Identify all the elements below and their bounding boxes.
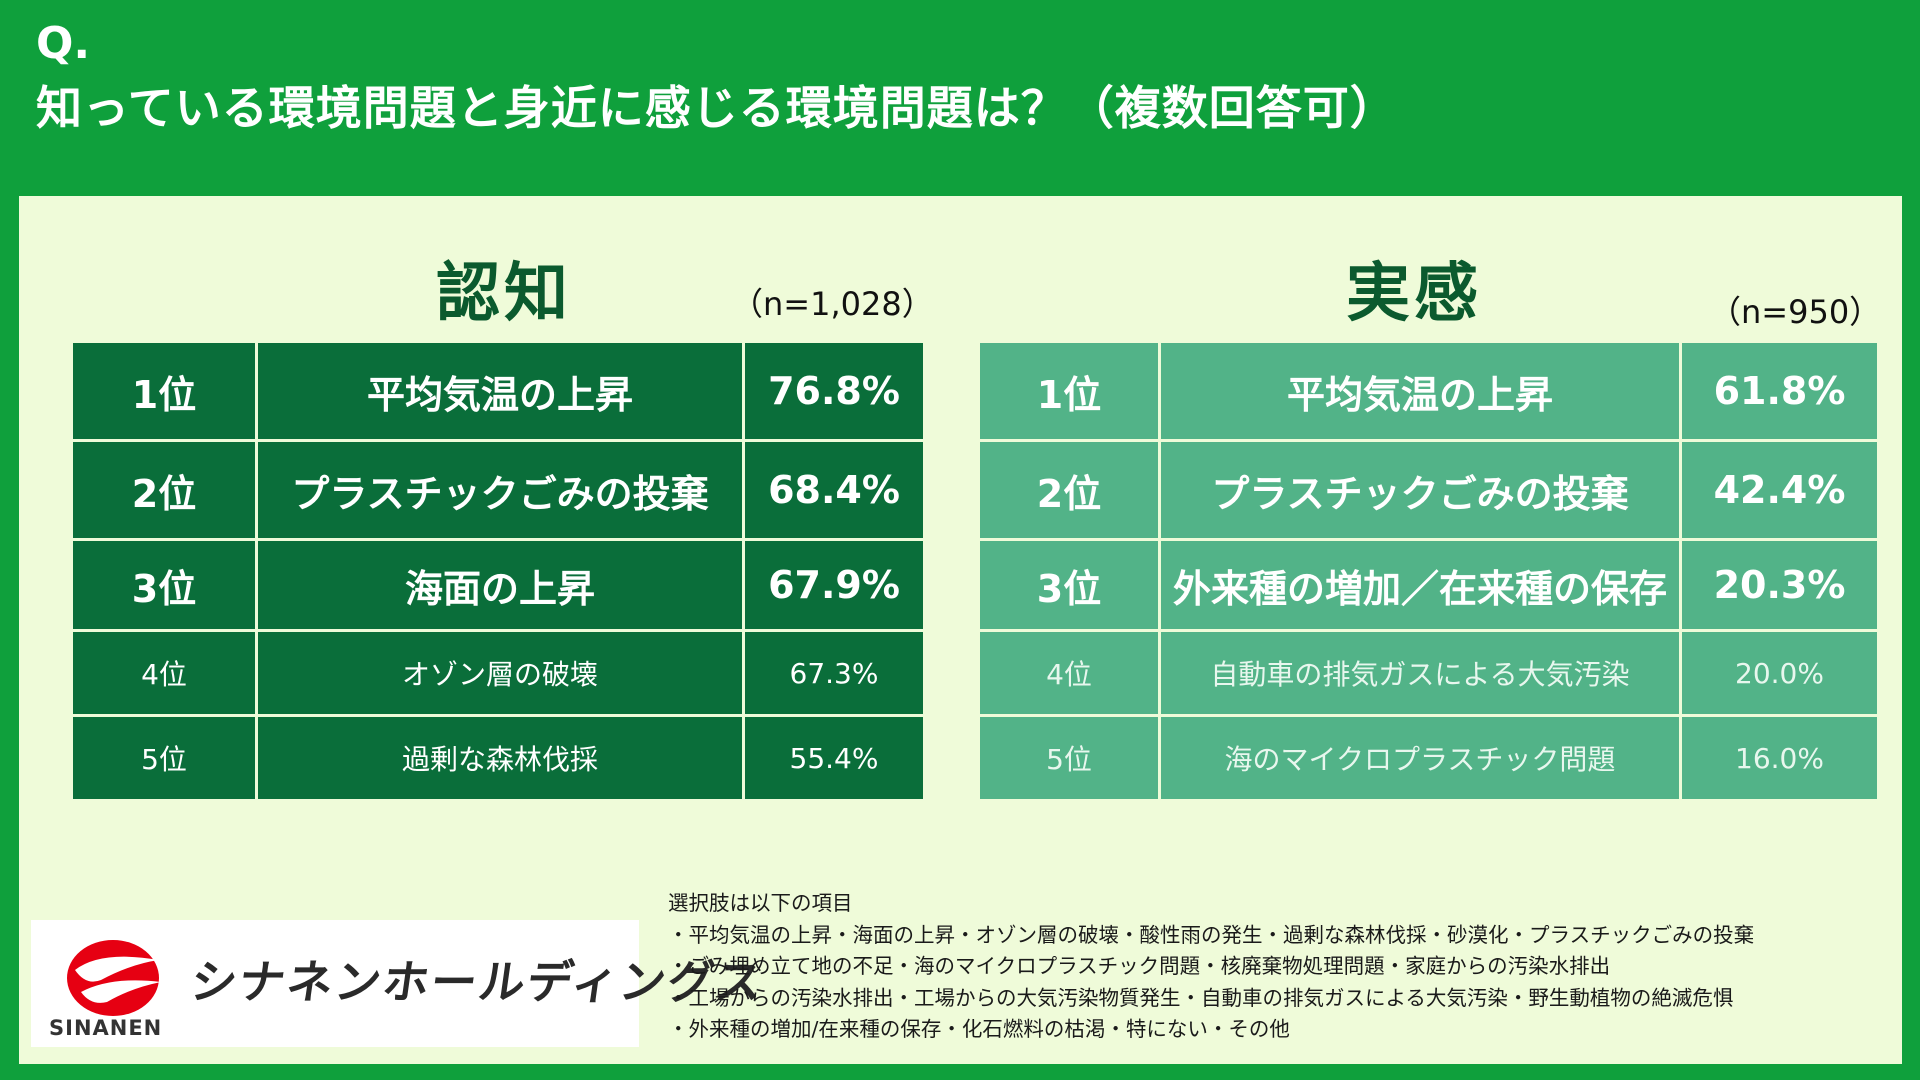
percent-cell: 67.9% — [742, 538, 926, 632]
percent-cell: 16.0% — [1679, 714, 1880, 802]
company-logo: SINANEN シナネンホールディングス — [31, 920, 768, 1047]
table-row: 4位 オゾン層の破壊 67.3% — [70, 629, 926, 717]
content-panel: 認知 （n=1,028） 1位 平均気温の上昇 76.8% 2位 プラスチックご… — [19, 196, 1902, 1064]
item-cell: 海のマイクロプラスチック問題 — [1158, 714, 1682, 802]
item-cell: プラスチックごみの投棄 — [1158, 439, 1682, 541]
item-cell: 外来種の増加／在来種の保存 — [1158, 538, 1682, 632]
table-row: 3位 外来種の増加／在来種の保存 20.3% — [977, 538, 1880, 632]
rank-cell: 3位 — [70, 538, 258, 632]
item-cell: 過剰な森林伐採 — [255, 714, 745, 802]
item-cell: 平均気温の上昇 — [1158, 340, 1682, 442]
feeling-ranking-table: 1位 平均気温の上昇 61.8% 2位 プラスチックごみの投棄 42.4% 3位… — [977, 340, 1880, 802]
rank-cell: 2位 — [70, 439, 258, 541]
percent-cell: 68.4% — [742, 439, 926, 541]
percent-cell: 61.8% — [1679, 340, 1880, 442]
rank-cell: 4位 — [70, 629, 258, 717]
logo-english-name: SINANEN — [49, 1016, 163, 1040]
question-label: Q. — [36, 18, 91, 69]
awareness-title: 認知 — [436, 257, 572, 331]
choices-line: ・ごみ埋め立て地の不足・海のマイクロプラスチック問題・核廃棄物処理問題・家庭から… — [668, 954, 1611, 978]
feeling-title: 実感 — [1346, 257, 1482, 331]
awareness-ranking-table: 1位 平均気温の上昇 76.8% 2位 プラスチックごみの投棄 68.4% 3位… — [70, 340, 926, 802]
sinanen-mark-icon — [67, 940, 161, 1016]
percent-cell: 55.4% — [742, 714, 926, 802]
rank-cell: 1位 — [70, 340, 258, 442]
item-cell: オゾン層の破壊 — [255, 629, 745, 717]
rank-cell: 3位 — [977, 538, 1161, 632]
table-row: 2位 プラスチックごみの投棄 42.4% — [977, 439, 1880, 541]
choices-note: 選択肢は以下の項目 ・平均気温の上昇・海面の上昇・オゾン層の破壊・酸性雨の発生・… — [668, 888, 1888, 1046]
awareness-sample-size: （n=1,028） — [731, 285, 934, 323]
table-row: 1位 平均気温の上昇 76.8% — [70, 340, 926, 442]
rank-cell: 1位 — [977, 340, 1161, 442]
rank-cell: 5位 — [70, 714, 258, 802]
table-row: 3位 海面の上昇 67.9% — [70, 538, 926, 632]
percent-cell: 20.0% — [1679, 629, 1880, 717]
item-cell: プラスチックごみの投棄 — [255, 439, 745, 541]
table-row: 2位 プラスチックごみの投棄 68.4% — [70, 439, 926, 541]
feeling-sample-size: （n=950） — [1709, 293, 1882, 331]
percent-cell: 67.3% — [742, 629, 926, 717]
item-cell: 海面の上昇 — [255, 538, 745, 632]
percent-cell: 42.4% — [1679, 439, 1880, 541]
percent-cell: 76.8% — [742, 340, 926, 442]
rank-cell: 4位 — [977, 629, 1161, 717]
table-row: 1位 平均気温の上昇 61.8% — [977, 340, 1880, 442]
table-row: 5位 海のマイクロプラスチック問題 16.0% — [977, 714, 1880, 802]
rank-cell: 2位 — [977, 439, 1161, 541]
question-title: 知っている環境問題と身近に感じる環境問題は？（複数回答可） — [36, 81, 1397, 135]
table-row: 4位 自動車の排気ガスによる大気汚染 20.0% — [977, 629, 1880, 717]
percent-cell: 20.3% — [1679, 538, 1880, 632]
table-row: 5位 過剰な森林伐採 55.4% — [70, 714, 926, 802]
choices-line: ・外来種の増加/在来種の保存・化石燃料の枯渇・特にない・その他 — [668, 1017, 1290, 1041]
item-cell: 平均気温の上昇 — [255, 340, 745, 442]
rank-cell: 5位 — [977, 714, 1161, 802]
choices-line: ・平均気温の上昇・海面の上昇・オゾン層の破壊・酸性雨の発生・過剰な森林伐採・砂漠… — [668, 922, 1755, 947]
choices-line: ・工場からの汚染水排出・工場からの大気汚染物質発生・自動車の排気ガスによる大気汚… — [668, 985, 1734, 1010]
item-cell: 自動車の排気ガスによる大気汚染 — [1158, 629, 1682, 717]
choices-heading: 選択肢は以下の項目 — [668, 891, 853, 915]
